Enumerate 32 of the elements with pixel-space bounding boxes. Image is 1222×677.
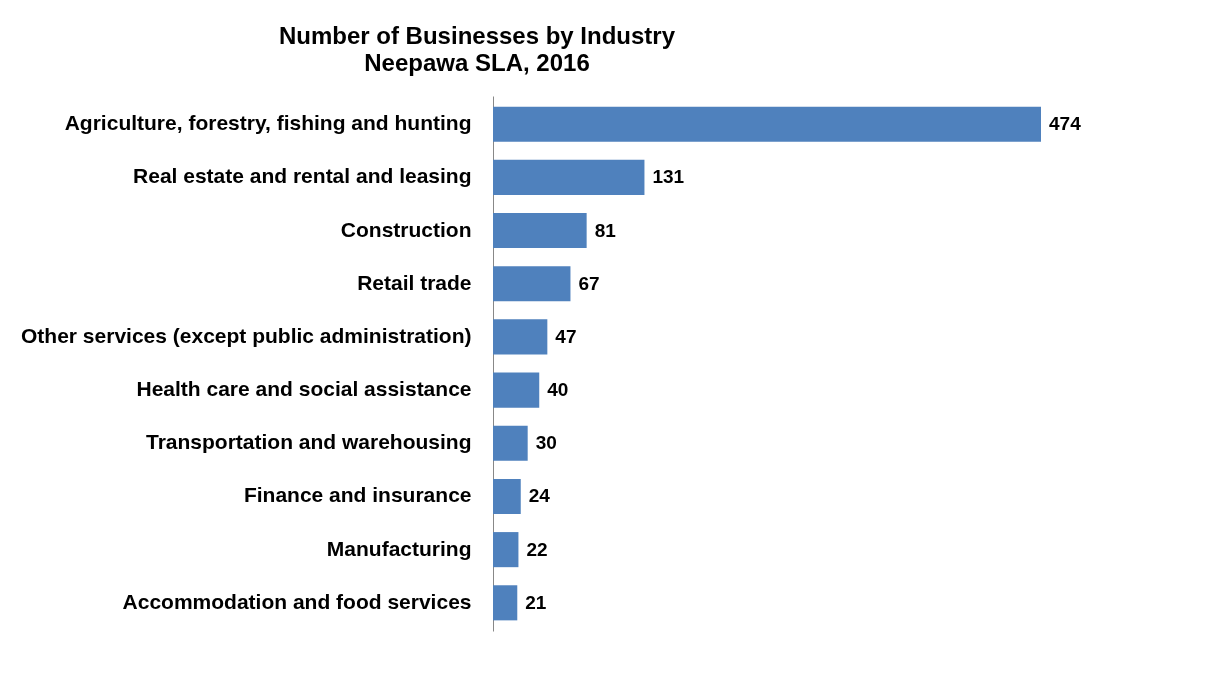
- data-label: 474: [1049, 113, 1082, 135]
- data-label: 67: [578, 272, 600, 294]
- bar: [493, 532, 519, 568]
- y-tick-label: Transportation and warehousing: [145, 430, 472, 454]
- y-tick-label: Health care and social assistance: [136, 377, 472, 401]
- bar: [493, 425, 528, 461]
- bar: [493, 372, 540, 408]
- bar: [493, 585, 518, 621]
- y-tick-label: Other services (except public administration): [21, 323, 472, 347]
- data-label: 22: [526, 538, 548, 560]
- chart-title: Number of Businesses by Industry: [278, 22, 676, 49]
- bar: [493, 106, 1041, 142]
- y-tick-label: Accommodation and food services: [122, 589, 472, 613]
- data-label: 47: [555, 325, 577, 347]
- data-label: 40: [547, 379, 569, 401]
- y-tick-label: Retail trade: [357, 270, 472, 294]
- bar: [493, 266, 571, 302]
- bar: [493, 319, 548, 355]
- data-label: 81: [594, 219, 617, 241]
- y-tick-label: Real estate and rental and leasing: [133, 164, 472, 188]
- bar: [493, 159, 645, 195]
- y-tick-label: Finance and insurance: [243, 483, 472, 507]
- chart-subtitle: Neepawa SLA, 2016: [364, 49, 590, 76]
- y-tick-label: Manufacturing: [326, 536, 472, 560]
- y-tick-label: Construction: [340, 217, 472, 241]
- data-label: 24: [528, 485, 551, 507]
- y-tick-label: Agriculture, forestry, fishing and hunting: [64, 111, 472, 135]
- data-label: 21: [525, 591, 547, 613]
- bar: [493, 213, 587, 249]
- data-label: 30: [535, 432, 557, 454]
- data-label: 131: [652, 166, 685, 188]
- bar: [493, 478, 521, 514]
